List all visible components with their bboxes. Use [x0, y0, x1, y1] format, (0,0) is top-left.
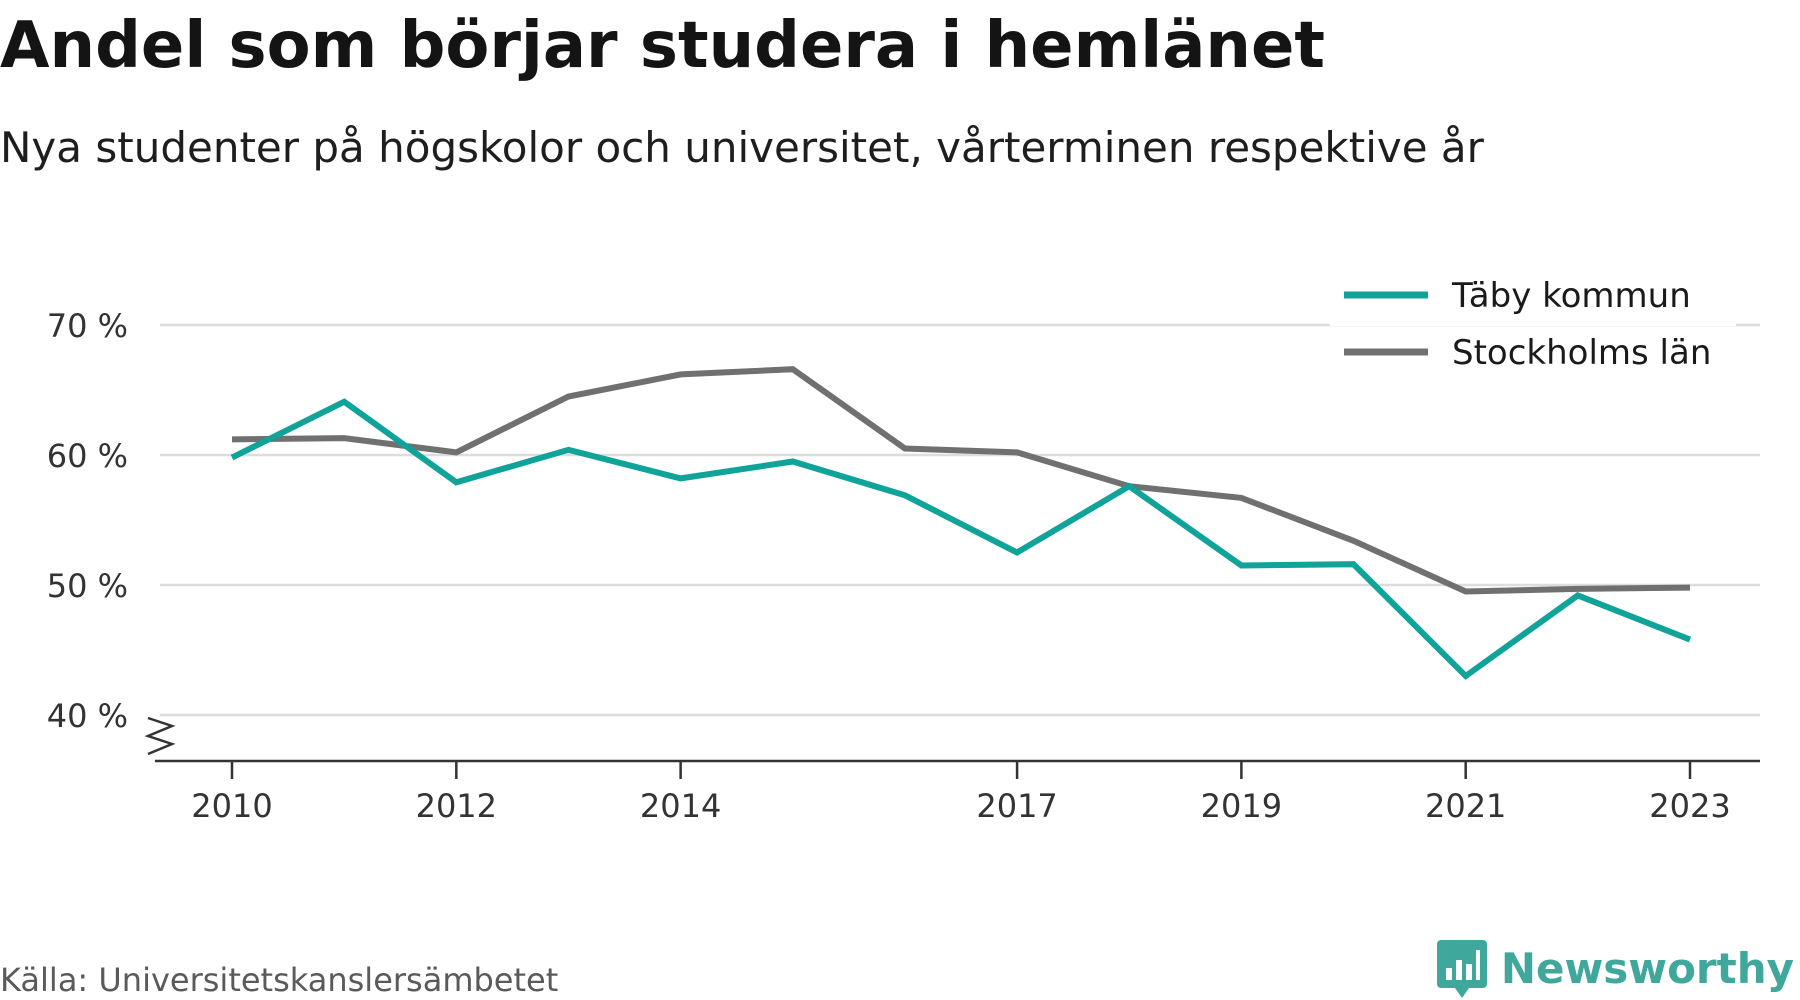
- legend-label: Täby kommun: [1451, 276, 1691, 316]
- y-axis-ticks: 40 % 50 % 60 % 70 %: [47, 307, 128, 735]
- series-line-1: [231, 366, 1691, 595]
- brand-logo: Newsworthy: [1436, 940, 1794, 998]
- y-tick-label: 70 %: [47, 307, 128, 345]
- legend-label: Stockholms län: [1452, 333, 1711, 373]
- source-note: Källa: Universitetskanslersämbetet: [0, 961, 559, 999]
- x-tick-label: 2010: [191, 787, 272, 825]
- x-axis-ticks: 2010 2012 2014 2017 2019 2021 2023: [191, 761, 1731, 825]
- x-tick-label: 2017: [976, 787, 1057, 825]
- x-tick-label: 2021: [1425, 787, 1506, 825]
- x-tick-label: 2012: [416, 787, 497, 825]
- x-axis: [144, 716, 1760, 763]
- chart-title: Andel som börjar studera i hemlänet: [0, 9, 1325, 83]
- y-tick-label: 40 %: [47, 697, 128, 735]
- x-tick-label: 2023: [1649, 787, 1730, 825]
- series-line-0: [230, 398, 1692, 680]
- newsworthy-logo-icon: [1436, 940, 1487, 998]
- series-lines: [230, 366, 1692, 680]
- brand-name: Newsworthy: [1500, 944, 1794, 993]
- y-tick-label: 50 %: [47, 567, 128, 605]
- chart-subtitle: Nya studenter på högskolor och universit…: [0, 123, 1484, 172]
- y-tick-label: 60 %: [47, 437, 128, 475]
- axis-break-mark: [144, 716, 176, 756]
- x-tick-label: 2019: [1201, 787, 1282, 825]
- grid-lines: [160, 323, 1760, 717]
- x-tick-label: 2014: [640, 787, 721, 825]
- legend: Täby kommun Stockholms län: [1330, 268, 1736, 373]
